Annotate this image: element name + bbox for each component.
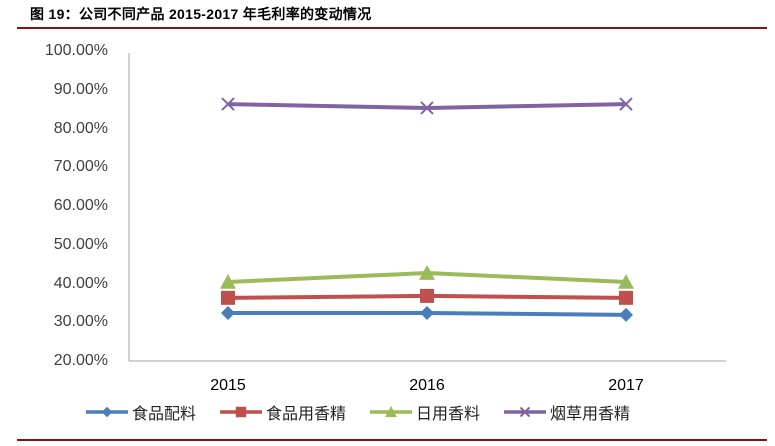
diamond-marker-icon [619, 307, 633, 322]
diamond-marker-icon [221, 305, 235, 320]
legend-label: 食品配料 [132, 406, 197, 423]
x-tick-label: 2015 [210, 377, 246, 394]
y-tick-label: 90.00% [53, 80, 108, 98]
x-marker-icon [221, 97, 235, 111]
x-marker-icon [619, 97, 633, 111]
top-rule [17, 27, 767, 29]
triangle-marker-icon [618, 273, 634, 289]
triangle-marker-icon [419, 265, 435, 280]
y-tick-label: 70.00% [53, 158, 108, 176]
y-tick-label: 80.00% [53, 119, 108, 137]
series-2 [220, 265, 634, 289]
legend-triangle-icon [370, 406, 413, 418]
x-tick-label: 2016 [409, 377, 445, 394]
legend-square-icon [220, 406, 263, 418]
x-marker-icon [420, 101, 434, 115]
square-marker-icon [221, 290, 235, 305]
series-3 [221, 97, 633, 115]
figure-title: 图 19：公司不同产品 2015-2017 年毛利率的变动情况 [30, 6, 372, 22]
diamond-marker-icon [101, 406, 113, 418]
x-tick-label: 2017 [608, 377, 644, 394]
legend-label: 日用香料 [416, 406, 481, 423]
legend-item: 日用香料 [368, 400, 480, 424]
legend-item: 食品用香精 [218, 400, 346, 424]
square-marker-icon [619, 290, 633, 305]
y-tick-label: 20.00% [53, 352, 108, 369]
legend-x-icon [504, 406, 547, 418]
x-marker-icon [519, 406, 531, 418]
y-tick-label: 60.00% [53, 197, 108, 214]
square-marker-icon [235, 406, 247, 418]
triangle-marker-icon [220, 273, 236, 289]
legend-label: 食品用香精 [266, 406, 347, 423]
diamond-marker-icon [420, 305, 434, 320]
legend-item: 烟草用香精 [502, 400, 630, 424]
square-marker-icon [420, 288, 434, 303]
y-tick-label: 50.00% [53, 235, 108, 253]
y-tick-label: 30.00% [53, 313, 108, 331]
series-0 [221, 305, 633, 322]
legend-diamond-icon [86, 406, 128, 418]
bottom-rule [17, 439, 767, 441]
y-tick-label: 100.00% [44, 42, 108, 59]
triangle-marker-icon [385, 406, 398, 418]
series-1 [221, 288, 633, 305]
legend-label: 烟草用香精 [550, 406, 631, 423]
legend-item: 食品配料 [84, 400, 196, 424]
y-tick-label: 40.00% [53, 274, 108, 292]
legend: 食品配料 食品用香精 日用香料 烟草用香精 [84, 400, 652, 424]
